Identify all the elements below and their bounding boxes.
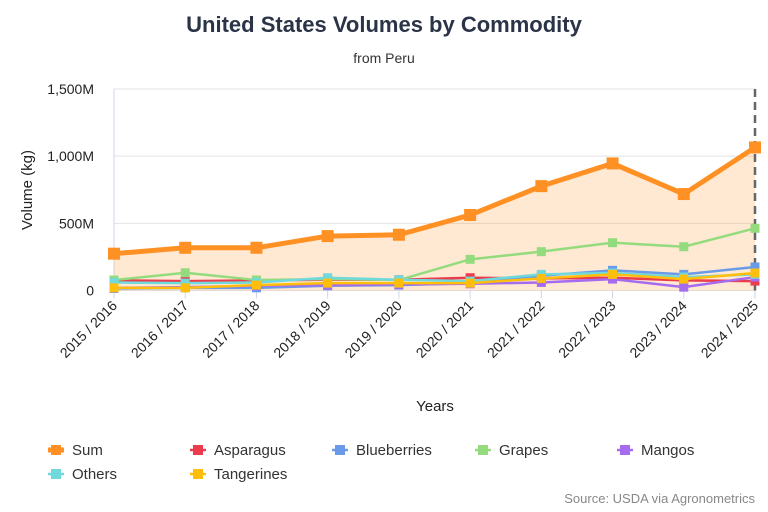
data-point-sum [392,228,405,241]
data-point-tangerines [679,274,689,284]
x-tick-label: 2020 / 2021 [413,297,477,361]
data-point-others [109,277,119,287]
y-axis-label: Volume (kg) [19,150,36,230]
x-tick-label: 2017 / 2018 [199,297,263,361]
legend-symbol-marker [335,445,345,455]
series-line-asparagus [113,276,756,283]
legend-item-blueberries[interactable]: Blueberries [332,442,432,459]
legend-label: Others [72,466,117,483]
data-point-sum [677,188,690,201]
legend-symbol-marker [193,469,203,479]
data-point-tangerines [109,283,119,293]
data-point-mangos [608,274,618,284]
chart-title: United States Volumes by Commodity [186,12,582,37]
y-tick-label: 0 [86,283,94,299]
legend-label: Sum [72,442,103,459]
data-point-others [180,278,190,288]
legend-symbol-marker [51,469,61,479]
x-tick-label: 2024 / 2025 [698,297,762,361]
data-point-sum [535,180,548,193]
data-point-grapes [536,247,546,257]
x-tick-label: 2018 / 2019 [270,297,334,361]
legend-label: Asparagus [214,442,286,459]
legend-item-asparagus[interactable]: Asparagus [190,442,286,459]
legend-symbol-marker [51,445,61,455]
data-point-tangerines [465,278,475,288]
legend-label: Grapes [499,442,548,459]
series-line-others [113,271,756,285]
data-point-sum [250,241,263,254]
data-point-mangos [679,282,689,292]
y-tick-label: 500M [59,215,94,231]
series-line-sum [113,145,757,257]
x-tick-label: 2021 / 2022 [484,297,548,361]
data-point-tangerines [394,278,404,288]
x-tick-label: 2016 / 2017 [128,297,192,361]
data-point-sum [464,209,477,222]
series-line-grapes [113,227,756,282]
data-point-tangerines [750,268,760,278]
y-tick-label: 1,000M [47,148,94,164]
data-point-grapes [465,254,475,264]
data-point-sum [108,247,120,260]
data-point-tangerines [251,280,261,290]
legend-symbol-marker [620,445,630,455]
x-tick-label: 2023 / 2024 [626,297,690,361]
legend-item-sum[interactable]: Sum [48,442,103,459]
x-axis-label: Years [416,398,454,415]
legend-item-mangos[interactable]: Mangos [617,442,694,459]
y-tick-label: 1,500M [47,81,94,97]
series-line-tangerines [114,271,756,290]
legend-label: Mangos [641,442,694,459]
data-point-tangerines [536,273,546,283]
x-tick-label: 2019 / 2020 [341,297,405,361]
data-point-tangerines [180,283,190,293]
data-point-tangerines [608,269,618,279]
source-credit: Source: USDA via Agronometrics [564,491,755,506]
x-tick-label: 2015 / 2016 [57,297,121,361]
data-point-tangerines [323,278,333,288]
data-point-sum [179,241,192,254]
legend-label: Blueberries [356,442,432,459]
data-point-grapes [679,242,689,252]
legend-label: Tangerines [214,466,287,483]
legend-item-tangerines[interactable]: Tangerines [190,466,287,483]
data-point-grapes [608,238,618,248]
data-point-grapes [750,223,760,233]
data-point-sum [749,141,761,154]
data-point-grapes [180,268,190,278]
x-tick-label: 2022 / 2023 [555,297,619,361]
data-point-blueberries [750,262,760,272]
data-point-others [323,273,333,283]
legend-item-others[interactable]: Others [48,466,117,483]
legend-item-grapes[interactable]: Grapes [475,442,548,459]
area-sum [114,147,755,291]
data-point-sum [321,230,334,243]
legend-symbol-marker [478,445,488,455]
chart-subtitle: from Peru [353,50,414,66]
legend-symbol-marker [193,445,203,455]
data-point-sum [606,157,619,170]
